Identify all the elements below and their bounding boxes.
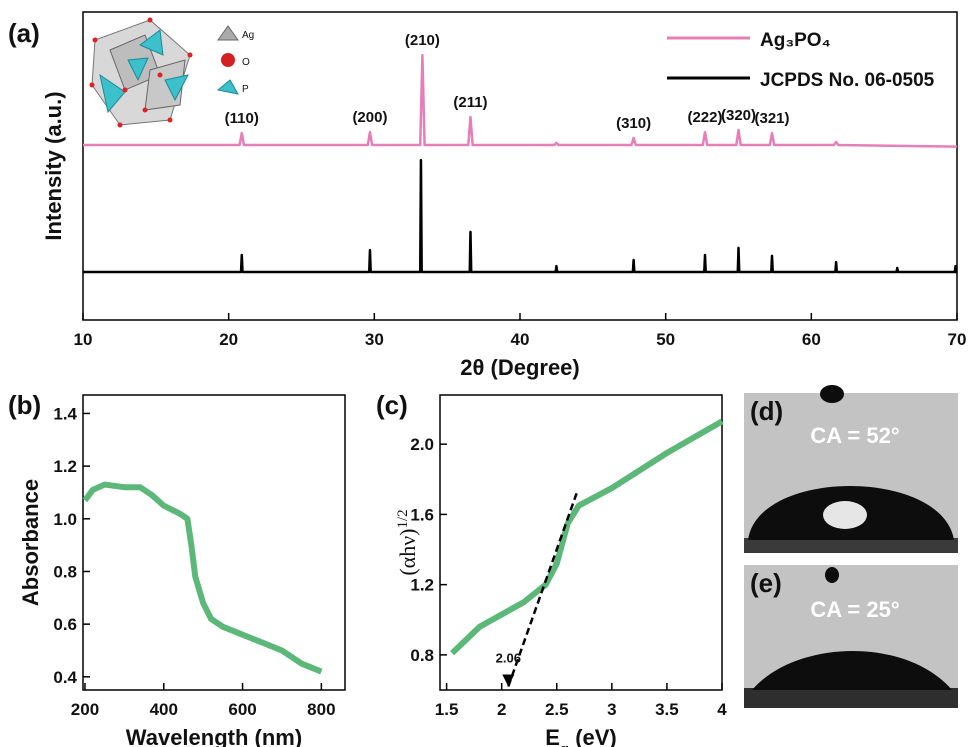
- x-tick-label: 4: [717, 700, 727, 719]
- panel-label: (b): [8, 390, 41, 420]
- x-axis-label: Wavelength (nm): [126, 725, 302, 747]
- plot-frame: [82, 394, 346, 691]
- contact-angle: CA = 25°: [810, 597, 899, 622]
- y-tick-label: 0.6: [53, 615, 77, 634]
- photo-e: (e) CA = 25°: [744, 565, 958, 708]
- peak-label: (210): [405, 32, 440, 49]
- plot-frame: [439, 394, 723, 691]
- x-tick-label: 10: [74, 330, 93, 349]
- y-tick-label: 2.0: [410, 435, 434, 454]
- y-tick-label: 0.8: [53, 562, 77, 581]
- x-tick-label: 30: [365, 330, 384, 349]
- y-tick-label: 1.2: [53, 457, 77, 476]
- label-part: 1/2: [395, 509, 411, 528]
- x-axis-label: Eg (eV): [545, 725, 617, 747]
- peak-label: (310): [616, 115, 651, 132]
- x-tick-label: 600: [228, 700, 256, 719]
- data-line: [83, 53, 958, 148]
- x-axis-label: 2θ (Degree): [460, 355, 580, 380]
- x-tick-label: 2: [497, 700, 506, 719]
- data-line: [450, 418, 724, 656]
- inset-legend-label: P: [242, 84, 249, 95]
- x-tick-label: 20: [219, 330, 238, 349]
- x-tick-label: 200: [71, 700, 99, 719]
- peak-label: (211): [453, 94, 487, 111]
- peak-label: (110): [225, 110, 259, 127]
- panel-label: (a): [8, 18, 40, 48]
- peak-label: (200): [352, 109, 387, 126]
- legend-label: Ag₃PO₄: [760, 30, 831, 51]
- panel-label: (d): [750, 396, 783, 426]
- y-tick-label: 1.0: [53, 510, 77, 529]
- x-tick-label: 800: [307, 700, 335, 719]
- x-tick-label: 400: [150, 700, 178, 719]
- label-part: (αhν): [395, 529, 420, 576]
- x-tick-label: 70: [948, 330, 967, 349]
- x-tick-label: 3: [607, 700, 616, 719]
- inset-legend-label: Ag: [242, 30, 254, 41]
- x-tick-label: 1.5: [435, 700, 459, 719]
- x-tick-label: 60: [802, 330, 821, 349]
- x-tick-label: 40: [511, 330, 530, 349]
- panel-label: (e): [750, 568, 782, 598]
- y-tick-label: 1.2: [410, 576, 434, 595]
- data-line: [82, 481, 323, 675]
- peak-label: (222): [687, 109, 722, 126]
- x-tick-label: 2.5: [545, 700, 569, 719]
- label-part: g: [560, 741, 569, 747]
- y-tick-label: 1.6: [410, 505, 434, 524]
- plot-frame: [82, 11, 958, 321]
- arrow-head: [502, 674, 515, 687]
- x-tick-label: 50: [656, 330, 675, 349]
- crystal-inset: [89, 17, 239, 128]
- y-tick-label: 1.4: [53, 404, 77, 423]
- y-axis-label: Absorbance: [18, 479, 43, 606]
- y-tick-label: 0.4: [53, 668, 77, 687]
- inset-legend-label: O: [242, 57, 250, 68]
- label-part: E: [545, 725, 560, 747]
- data-line: [83, 158, 958, 274]
- y-axis-label: (αhν)1/2: [395, 509, 420, 575]
- legend-label: JCPDS No. 06-0505: [760, 70, 935, 91]
- photo-d: (d) CA = 52°: [744, 385, 958, 553]
- label-part: (eV): [569, 725, 617, 747]
- y-tick-label: 0.8: [410, 646, 434, 665]
- peak-label: (320): [721, 107, 756, 124]
- panel-label: (c): [376, 390, 408, 420]
- x-tick-label: 3.5: [655, 700, 679, 719]
- fit-line: [507, 492, 578, 687]
- contact-angle: CA = 52°: [810, 423, 899, 448]
- y-axis-label: Intensity (a.u.): [41, 91, 66, 240]
- peak-label: (321): [754, 110, 789, 127]
- annotation: 2.06: [496, 650, 521, 665]
